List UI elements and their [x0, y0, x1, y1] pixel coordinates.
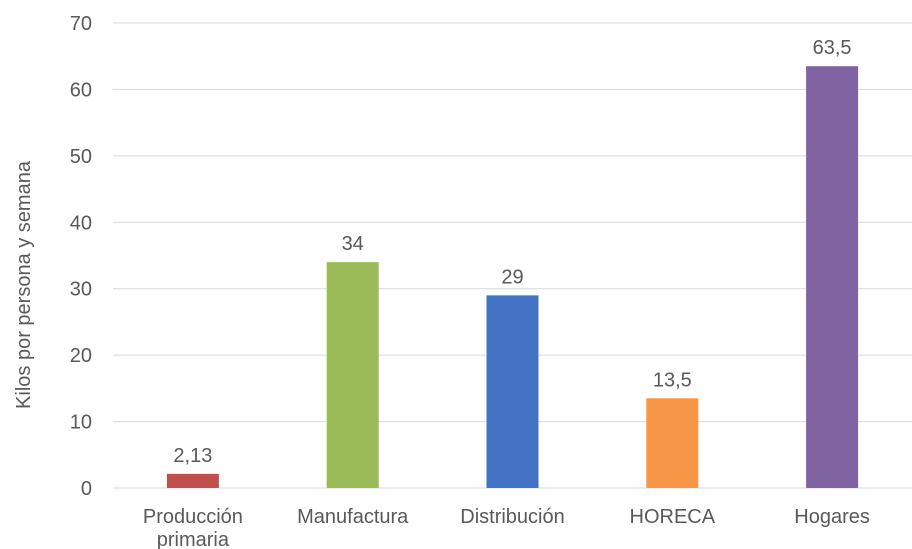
category-label: HORECA — [630, 506, 716, 528]
bar — [326, 262, 379, 488]
bar — [486, 295, 539, 488]
y-tick-label: 20 — [70, 345, 92, 367]
y-tick-label: 50 — [70, 146, 92, 168]
y-tick-label: 30 — [70, 279, 92, 301]
category-label: Hogares — [794, 506, 870, 528]
y-tick-label: 0 — [81, 478, 92, 500]
category-label: primaria — [157, 529, 230, 549]
category-label: Distribución — [460, 506, 564, 528]
y-tick-label: 40 — [70, 212, 92, 234]
y-tick-label: 10 — [70, 412, 92, 434]
bars — [166, 66, 859, 488]
y-axis-title: Kilos por persona y semana — [13, 160, 35, 409]
bar — [166, 473, 219, 488]
y-axis-ticks: 0 10 20 30 40 50 60 70 — [70, 13, 92, 500]
y-tick-label: 70 — [70, 13, 92, 35]
data-label: 13,5 — [653, 369, 692, 391]
bar — [646, 398, 699, 488]
bar — [806, 66, 859, 488]
category-label: Producción — [143, 506, 243, 528]
data-label: 29 — [501, 266, 523, 288]
data-label: 2,13 — [173, 445, 212, 467]
data-labels: 2,13 34 29 13,5 63,5 — [173, 37, 851, 467]
data-label: 63,5 — [813, 37, 852, 59]
category-label: Manufactura — [297, 506, 409, 528]
y-tick-label: 60 — [70, 79, 92, 101]
data-label: 34 — [342, 233, 364, 255]
